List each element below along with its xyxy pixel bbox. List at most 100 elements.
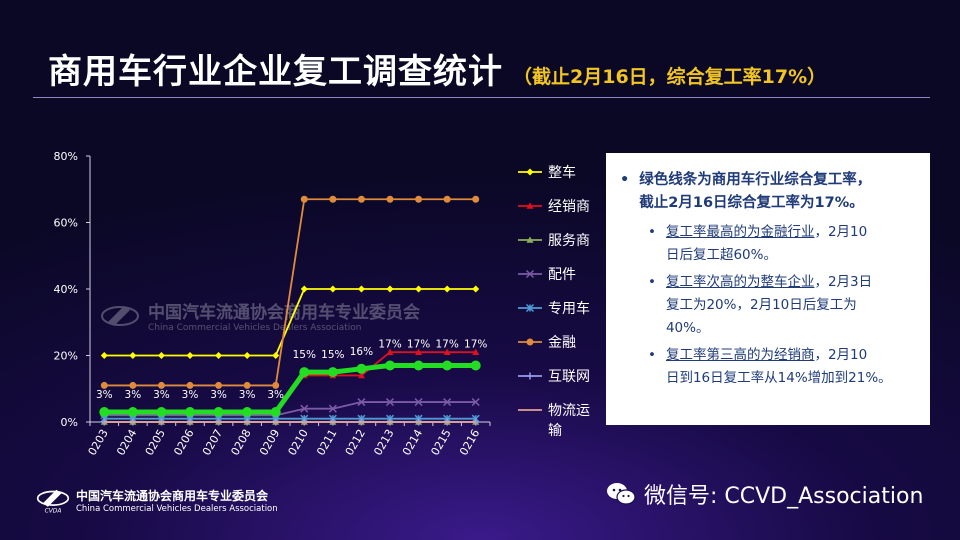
series-line bbox=[104, 401, 476, 417]
data-label: 3% bbox=[153, 389, 170, 401]
data-point bbox=[443, 348, 451, 355]
footer-logo: CVDA 中国汽车流通协会商用车专业委员会 China Commercial V… bbox=[36, 486, 278, 514]
data-point bbox=[526, 372, 534, 380]
legend-label: 物流运输 bbox=[548, 403, 590, 439]
data-point bbox=[526, 168, 534, 176]
data-point bbox=[414, 398, 423, 407]
data-point bbox=[443, 285, 451, 293]
data-label: 15% bbox=[293, 349, 316, 361]
legend-label: 配件 bbox=[548, 267, 576, 283]
note-highlight: 复工率次高的为整车企业 bbox=[665, 274, 815, 290]
y-tick-label: 0% bbox=[61, 416, 78, 429]
series-line bbox=[104, 198, 476, 387]
notes-panel: • 绿色线条为商用车行业综合复工率， 截止2月16日综合复工率为17%。 • 复… bbox=[606, 153, 930, 425]
note-item: • 复工率最高的为金融行业，2月10 日后复工超60%。 bbox=[620, 221, 922, 267]
notes-main-line2: 截止2月16日综合复工率为17%。 bbox=[639, 195, 864, 211]
y-tick-label: 80% bbox=[54, 150, 78, 163]
x-tick-label: 0208 bbox=[228, 427, 253, 458]
series-line bbox=[104, 288, 476, 357]
data-point bbox=[415, 285, 423, 293]
data-point bbox=[127, 407, 138, 418]
data-point bbox=[100, 352, 108, 359]
data-point bbox=[526, 338, 534, 346]
data-point bbox=[443, 398, 452, 407]
data-label: 17% bbox=[407, 338, 430, 350]
legend-label: 专用车 bbox=[548, 300, 590, 317]
note-text: 复工为20%，2月10日后复工为 bbox=[665, 297, 857, 313]
data-label: 3% bbox=[182, 389, 199, 401]
data-point bbox=[471, 398, 480, 407]
data-label: 17% bbox=[435, 338, 458, 350]
data-point bbox=[272, 381, 280, 389]
data-point bbox=[157, 381, 165, 389]
data-point bbox=[129, 352, 137, 359]
wechat-id: 微信号: CCVD_Association bbox=[644, 484, 924, 509]
bullet-dot: • bbox=[648, 274, 656, 290]
y-tick-label: 60% bbox=[54, 217, 78, 230]
data-point bbox=[327, 367, 338, 378]
association-logo-icon: CVDA bbox=[36, 489, 70, 514]
x-tick-label: 0214 bbox=[400, 427, 425, 458]
note-text: 日到16日复工率从14%增加到21%。 bbox=[665, 370, 892, 386]
watermark: 中国汽车流通协会商用车专业委员会 China Commercial Vehicl… bbox=[100, 298, 420, 333]
data-point bbox=[213, 407, 224, 418]
data-point bbox=[329, 285, 337, 293]
data-point bbox=[270, 407, 281, 418]
data-point bbox=[443, 195, 451, 203]
footer-org-en: China Commercial Vehicles Dealers Associ… bbox=[76, 503, 278, 514]
wechat-icon bbox=[607, 483, 636, 505]
x-tick-label: 0205 bbox=[143, 427, 168, 458]
data-point bbox=[415, 348, 423, 355]
watermark-cn: 中国汽车流通协会商用车专业委员会 bbox=[148, 303, 420, 323]
data-point bbox=[526, 202, 534, 209]
svg-text:CVDA: CVDA bbox=[45, 508, 62, 514]
watermark-en: China Commercial Vehicles Dealers Associ… bbox=[148, 323, 362, 333]
data-point bbox=[300, 404, 309, 413]
data-label: 17% bbox=[464, 338, 487, 350]
data-point bbox=[215, 352, 223, 359]
legend-label: 经销商 bbox=[548, 199, 590, 215]
data-point bbox=[329, 195, 337, 203]
x-tick-label: 0211 bbox=[314, 427, 339, 458]
legend-label: 整车 bbox=[548, 164, 576, 181]
data-point bbox=[357, 398, 366, 407]
note-text: 40%。 bbox=[665, 320, 710, 336]
data-point bbox=[442, 360, 453, 371]
notes-main: • 绿色线条为商用车行业综合复工率， 截止2月16日综合复工率为17%。 bbox=[620, 169, 922, 215]
data-label: 3% bbox=[96, 389, 113, 401]
data-point bbox=[300, 285, 308, 293]
data-point bbox=[415, 195, 423, 203]
data-point bbox=[386, 195, 394, 203]
bullet-dot: • bbox=[648, 347, 656, 363]
note-text: ，2月10 bbox=[814, 224, 868, 240]
data-point bbox=[299, 367, 310, 378]
data-point bbox=[525, 303, 535, 313]
data-point bbox=[157, 352, 165, 359]
y-tick-label: 40% bbox=[54, 283, 78, 296]
data-point bbox=[385, 360, 395, 371]
note-item: • 复工率第三高的为经销商，2月10 日到16日复工率从14%增加到21%。 bbox=[620, 344, 922, 390]
data-label: 3% bbox=[239, 389, 256, 401]
data-point bbox=[242, 407, 253, 418]
data-point bbox=[470, 360, 481, 371]
x-tick-label: 0212 bbox=[343, 427, 368, 458]
data-point bbox=[99, 407, 110, 418]
x-tick-label: 0203 bbox=[86, 427, 111, 458]
note-text: 日后复工超60%。 bbox=[665, 247, 777, 263]
data-label: 3% bbox=[125, 389, 142, 401]
data-point bbox=[525, 269, 535, 279]
data-point bbox=[357, 285, 365, 293]
x-tick-label: 0216 bbox=[457, 427, 482, 458]
data-point bbox=[472, 348, 480, 355]
data-point bbox=[356, 363, 367, 374]
title-block: 商用车行业企业复工调查统计 （截止2月16日，综合复工率17%） bbox=[48, 44, 826, 93]
data-point bbox=[413, 360, 424, 371]
x-tick-label: 0215 bbox=[428, 427, 453, 458]
legend-label: 互联网 bbox=[548, 369, 590, 385]
wechat-badge: 微信号: CCVD_Association bbox=[606, 478, 923, 510]
data-point bbox=[243, 381, 251, 389]
note-text: ，2月3日 bbox=[814, 274, 873, 290]
data-point bbox=[357, 195, 365, 203]
data-label: 17% bbox=[378, 338, 401, 350]
x-tick-label: 0213 bbox=[371, 427, 396, 458]
